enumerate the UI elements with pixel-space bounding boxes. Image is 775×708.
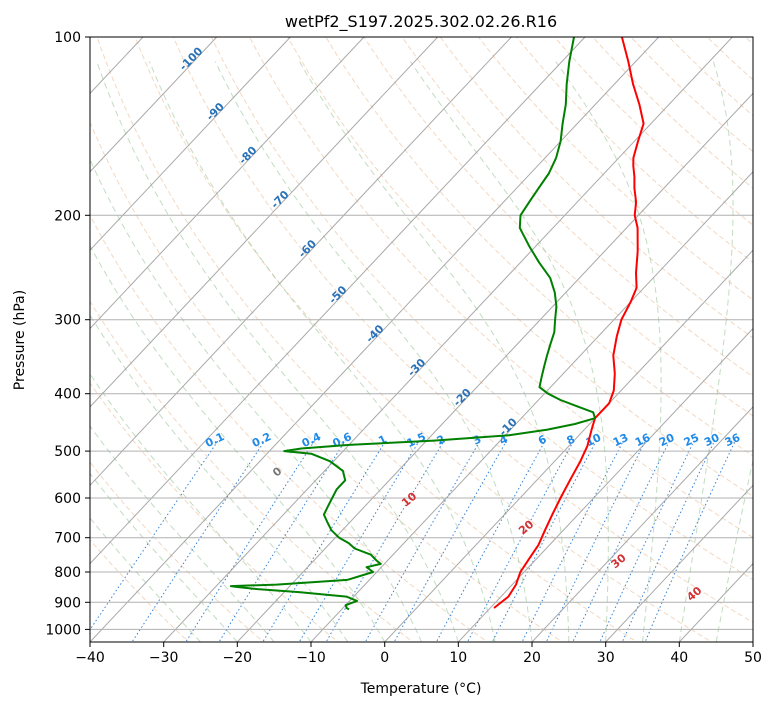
mixing-ratio-line bbox=[262, 440, 387, 642]
isotherm-line bbox=[384, 249, 753, 642]
moist-adiabat-line bbox=[96, 61, 459, 642]
dry-adiabat-line bbox=[249, 37, 753, 539]
mixing-ratio-line bbox=[185, 440, 316, 642]
sounding-profiles bbox=[229, 37, 645, 611]
mixing-ratio-line bbox=[325, 440, 445, 642]
isotherm-line bbox=[457, 327, 753, 642]
y-tick-label: 200 bbox=[54, 208, 81, 224]
y-tick-label: 100 bbox=[54, 30, 81, 46]
moist-adiabat-line bbox=[90, 158, 422, 642]
moist-adiabat-line bbox=[409, 61, 609, 642]
y-tick-label: 800 bbox=[54, 565, 81, 581]
mixing-ratio-line bbox=[466, 440, 575, 642]
mixing-ratio-label: 20 bbox=[657, 431, 677, 449]
plot-frame bbox=[89, 36, 754, 643]
mixing-ratio-line bbox=[298, 440, 420, 642]
isotherm-line bbox=[90, 37, 512, 487]
isotherm-line bbox=[90, 37, 439, 408]
x-tick-label: 10 bbox=[449, 650, 467, 666]
x-tick-label: −40 bbox=[75, 650, 105, 666]
isotherm-line bbox=[310, 171, 753, 642]
mixing-ratio-line bbox=[491, 440, 597, 642]
x-tick-label: 20 bbox=[523, 650, 541, 666]
x-axis-label: Temperature (°C) bbox=[360, 681, 482, 697]
y-tick-label: 600 bbox=[54, 491, 81, 507]
mixing-ratio-label: 16 bbox=[633, 431, 653, 449]
mixing-ratio-line bbox=[572, 440, 671, 642]
moist-adiabat-line bbox=[90, 314, 349, 642]
dry-adiabat-line bbox=[363, 37, 753, 417]
moist-adiabats bbox=[90, 61, 753, 642]
mixing-ratio-lines bbox=[90, 440, 736, 642]
moist-adiabat-line bbox=[148, 61, 496, 642]
isotherm-line bbox=[90, 37, 365, 330]
moist-adiabat-line bbox=[214, 61, 533, 642]
moist-adiabat-line bbox=[555, 61, 662, 642]
x-tick-label: 0 bbox=[380, 650, 389, 666]
mixing-ratio-line bbox=[131, 440, 266, 642]
y-tick-label: 400 bbox=[54, 387, 81, 403]
moist-adiabat-line bbox=[678, 61, 734, 642]
y-tick-label: 700 bbox=[54, 531, 81, 547]
dry-adiabat-line bbox=[325, 37, 753, 457]
dry-adiabat-line bbox=[90, 461, 265, 642]
moist-adiabat-line bbox=[299, 61, 570, 642]
x-tick-label: 40 bbox=[670, 650, 688, 666]
dry-adiabat-line bbox=[96, 37, 638, 642]
dry-adiabat-line bbox=[477, 37, 753, 301]
isotherm-line bbox=[163, 37, 733, 642]
mixing-ratio-label: 36 bbox=[723, 431, 743, 449]
moist-adiabat-line bbox=[90, 244, 386, 642]
y-tick-label: 900 bbox=[54, 595, 81, 611]
x-tick-label: 50 bbox=[744, 650, 762, 666]
y-tick-label: 300 bbox=[54, 313, 81, 329]
temperature-profile-line bbox=[493, 37, 645, 609]
isotherm-line bbox=[236, 92, 753, 642]
mixing-ratio-line bbox=[435, 440, 546, 642]
mixing-ratio-label: 13 bbox=[611, 431, 630, 449]
moist-adiabat-line bbox=[90, 373, 312, 642]
mixing-ratio-line bbox=[599, 440, 695, 642]
dewpoint-profile-line bbox=[229, 37, 596, 611]
x-tick-label: −20 bbox=[223, 650, 253, 666]
mixing-ratio-line bbox=[90, 440, 219, 631]
mixing-ratio-label: 30 bbox=[702, 431, 722, 449]
mixing-ratio-line bbox=[218, 440, 346, 642]
isobars bbox=[90, 37, 753, 630]
dry-adiabat-line bbox=[287, 37, 753, 497]
isotherm-line bbox=[90, 37, 660, 642]
y-tick-label: 500 bbox=[54, 444, 81, 460]
isotherm-line bbox=[752, 641, 753, 642]
isotherm-line bbox=[90, 37, 586, 565]
moist-adiabat-line bbox=[90, 472, 238, 642]
isotherm-line bbox=[605, 484, 753, 642]
mixing-ratio-label: 25 bbox=[682, 431, 701, 449]
y-tick-label: 1000 bbox=[45, 622, 81, 638]
chart-title: wetPf2_S197.2025.302.02.26.R16 bbox=[285, 12, 557, 32]
y-axis-label: Pressure (hPa) bbox=[12, 290, 28, 390]
x-axis: −40 −30 −20 −10 0 10 20 30 40 50 bbox=[75, 642, 762, 666]
y-axis: 1000 900 800 700 600 500 400 300 200 100 bbox=[45, 30, 90, 638]
isotherms bbox=[90, 37, 753, 642]
x-tick-label: −30 bbox=[149, 650, 179, 666]
isotherm-line bbox=[90, 37, 218, 173]
x-tick-label: 30 bbox=[597, 650, 615, 666]
plot-background bbox=[90, 37, 753, 642]
isotherm-line bbox=[531, 406, 753, 642]
x-tick-label: −10 bbox=[296, 650, 326, 666]
mixing-ratio-line bbox=[364, 440, 481, 642]
dry-adiabat-line bbox=[769, 24, 775, 645]
moist-adiabat-line bbox=[90, 425, 275, 642]
dry-adiabat-line bbox=[439, 37, 753, 339]
moist-adiabat-line bbox=[715, 457, 753, 642]
isotherm-line bbox=[90, 37, 291, 251]
